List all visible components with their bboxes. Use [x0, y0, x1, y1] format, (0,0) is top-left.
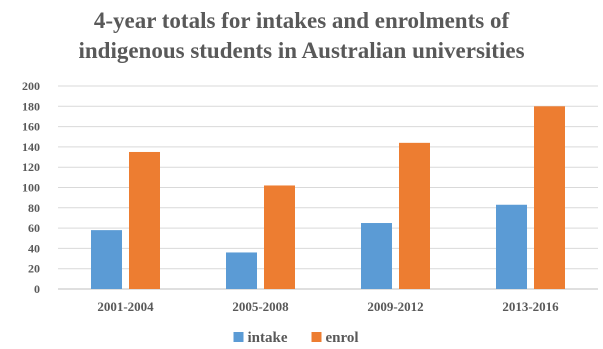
chart-title: 4-year totals for intakes and enrolments…	[0, 6, 603, 66]
y-tick-label: 180	[22, 99, 40, 113]
chart-title-line-1: 4-year totals for intakes and enrolments…	[93, 8, 510, 33]
bar-intake-2005-2008	[226, 252, 257, 289]
bar-intake-2013-2016	[496, 204, 527, 289]
x-tick-label: 2001-2004	[97, 299, 154, 314]
x-tick-label: 2013-2016	[502, 299, 559, 314]
x-tick-label: 2005-2008	[232, 299, 289, 314]
bar-enrol-2009-2012	[399, 142, 430, 289]
y-axis-tick-labels: 0 20 40 60 80 100 120 140 160 180 200	[22, 79, 40, 296]
bar-enrol-2005-2008	[264, 185, 295, 289]
bar-enrol-2013-2016	[534, 106, 565, 289]
y-tick-label: 20	[28, 262, 40, 276]
chart-title-line-2: indigenous students in Australian univer…	[78, 38, 525, 63]
legend: intake enrol	[233, 330, 359, 346]
y-tick-label: 140	[22, 140, 40, 154]
y-tick-label: 160	[22, 120, 40, 134]
x-axis-tick-labels: 2001-2004 2005-2008 2009-2012 2013-2016	[97, 299, 559, 314]
legend-swatch-intake	[233, 332, 244, 342]
y-tick-label: 100	[22, 181, 40, 195]
legend-label-intake: intake	[248, 330, 288, 346]
bars	[91, 106, 565, 289]
bar-intake-2009-2012	[361, 223, 392, 289]
x-tick-label: 2009-2012	[367, 299, 423, 314]
bar-enrol-2001-2004	[129, 151, 160, 289]
legend-swatch-enrol	[311, 332, 322, 342]
y-tick-label: 120	[22, 160, 40, 174]
y-tick-label: 0	[34, 282, 40, 296]
y-tick-label: 80	[28, 201, 40, 215]
y-tick-label: 200	[22, 79, 40, 93]
legend-label-enrol: enrol	[326, 330, 359, 346]
y-tick-label: 40	[28, 241, 40, 255]
bar-intake-2001-2004	[91, 230, 122, 289]
y-tick-label: 60	[28, 221, 40, 235]
